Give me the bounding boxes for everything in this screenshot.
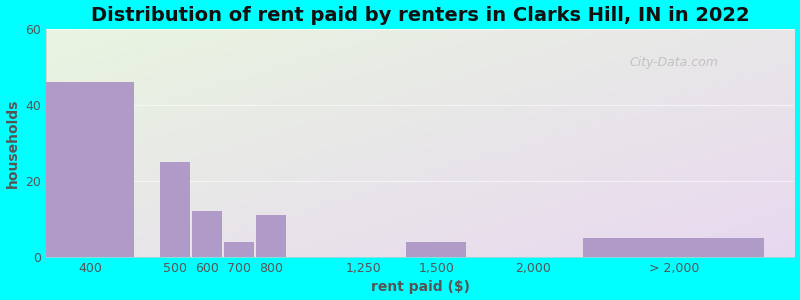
Bar (46, 82, 134, 257)
Bar (256, 215, 286, 257)
Bar (159, 162, 190, 257)
Bar (224, 242, 254, 257)
Text: City-Data.com: City-Data.com (630, 56, 718, 69)
X-axis label: rent paid ($): rent paid ($) (370, 280, 470, 294)
Bar (192, 212, 222, 257)
Y-axis label: households: households (6, 98, 19, 188)
Bar (406, 242, 466, 257)
Title: Distribution of rent paid by renters in Clarks Hill, IN in 2022: Distribution of rent paid by renters in … (91, 6, 750, 25)
Bar (583, 238, 764, 257)
